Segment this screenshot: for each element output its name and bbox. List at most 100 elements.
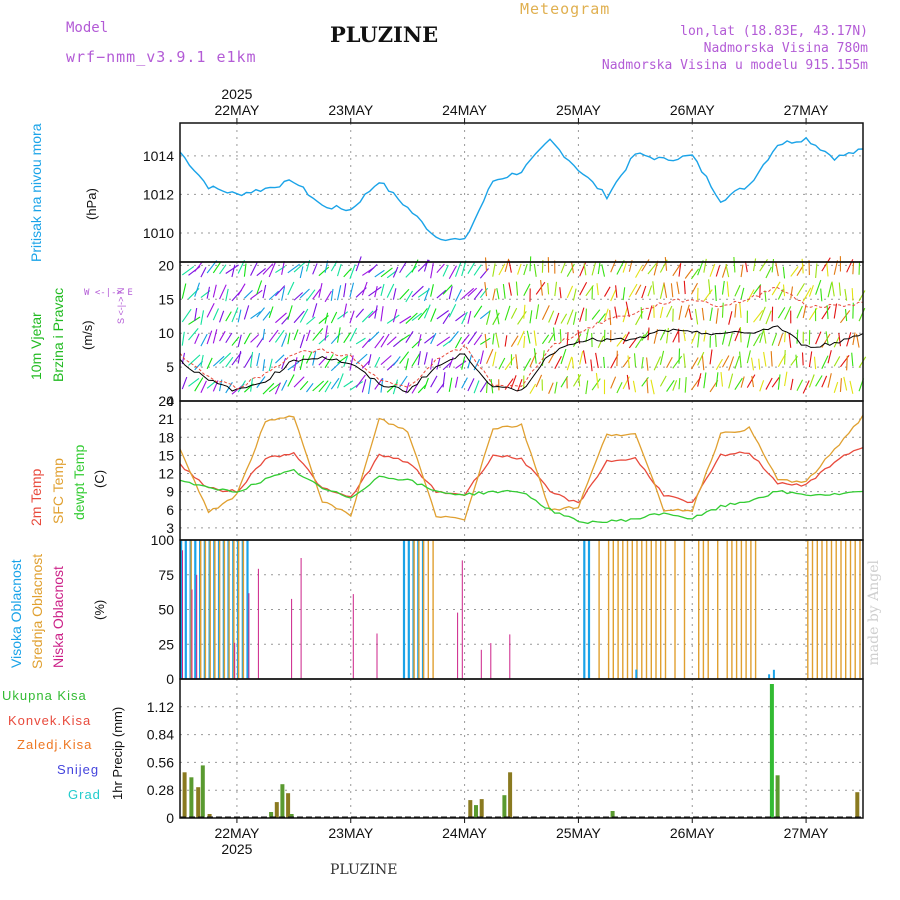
wind-arrow — [237, 350, 242, 364]
cloud-bar-mid — [854, 540, 856, 679]
wind-arrow — [361, 310, 374, 323]
wind-arrow — [684, 304, 690, 318]
cloud-bar-mid — [200, 540, 202, 679]
wind-arrow — [467, 331, 478, 345]
wind-arrow — [423, 352, 428, 365]
wind-arrow — [200, 380, 207, 393]
sfc-temp-line — [179, 414, 864, 521]
wind-arrow — [851, 288, 854, 301]
wind-arrow — [585, 328, 589, 343]
wind-arrow — [355, 256, 362, 272]
wind-arrow — [467, 262, 475, 275]
wind-arrow — [808, 374, 815, 388]
wind-arrow — [392, 266, 399, 278]
wind-arrow — [299, 380, 309, 391]
wind-arrow — [802, 380, 810, 394]
wind-arrow — [771, 281, 781, 296]
model-label: Model — [66, 20, 109, 36]
wind-arrow — [579, 307, 585, 322]
wind-arrow — [480, 337, 491, 345]
y-tick-label: 24 — [158, 393, 174, 409]
day-label-top: 23MAY — [328, 102, 374, 118]
wind-arrow — [529, 383, 537, 394]
wind-arrow — [826, 261, 829, 277]
day-label-bottom: 26MAY — [670, 825, 716, 841]
wind-arrow — [733, 256, 736, 273]
wind-arrow — [485, 380, 488, 394]
wind-arrow — [461, 356, 466, 370]
wind-arrow — [566, 285, 574, 299]
cloud-bar-mid — [826, 540, 828, 679]
wind-arrow — [751, 375, 755, 388]
wind-arrow — [306, 316, 316, 325]
cloud-bar-mid — [702, 540, 705, 679]
wind-arrow — [560, 313, 568, 324]
cloud-bar-mid — [717, 540, 719, 679]
wind-arrow — [188, 354, 201, 366]
wind-arrow — [194, 377, 204, 392]
wind-arrow — [392, 308, 398, 323]
cloud-bar-mid — [636, 540, 638, 679]
cloud-bar-low — [191, 589, 193, 679]
wind-arrow — [281, 334, 288, 347]
wind-arrow — [467, 378, 475, 392]
wind-arrow — [851, 352, 854, 367]
precip-bar — [479, 799, 484, 818]
precip-bar — [474, 805, 478, 818]
cloud-bar-high — [180, 540, 183, 679]
wind-arrow — [399, 315, 412, 324]
cloud-bar-mid — [707, 540, 709, 679]
wind-arrow — [349, 355, 354, 371]
wind-arrow — [585, 308, 587, 321]
wind-arrow — [709, 263, 716, 277]
wind-arrow — [827, 350, 832, 364]
cloud-bar-high — [587, 540, 591, 679]
wind-arrow — [740, 264, 744, 278]
wind-arrow — [492, 263, 496, 277]
wind-arrow — [647, 285, 653, 297]
wind-arrow — [560, 261, 567, 274]
wind-arrow — [405, 331, 414, 344]
wind-arrow — [386, 314, 400, 324]
wind-arrow — [721, 302, 724, 318]
wind-arrow — [559, 287, 562, 299]
wind-arrow — [784, 349, 786, 365]
cloud-bar-mid — [427, 540, 429, 679]
wind-arrow — [502, 284, 506, 299]
wind-arrow — [560, 348, 567, 365]
wind-arrow — [305, 351, 313, 364]
wind-arrow — [541, 334, 550, 345]
wind-arrow — [275, 312, 287, 324]
wind-arrow — [683, 280, 686, 295]
wind-arrow — [281, 260, 285, 275]
wind-arrow — [510, 335, 519, 347]
wind-arrow — [635, 265, 643, 278]
cloud-bar-high — [635, 669, 638, 679]
wind-arrow — [678, 263, 682, 277]
wind-arrow — [533, 330, 537, 346]
wind-arrow — [784, 371, 788, 387]
wind-arrow — [330, 361, 342, 372]
wind-arrow — [622, 331, 630, 345]
wind-arrow — [759, 258, 768, 272]
wind-arrow — [299, 355, 305, 370]
wind-arrow — [275, 285, 286, 297]
cloud-bar-mid — [735, 540, 738, 679]
wind-arrow — [632, 380, 637, 393]
wind-arrow — [281, 357, 287, 370]
wind-arrow — [181, 376, 188, 390]
wind-arrow — [690, 331, 697, 344]
wind-arrow — [746, 332, 751, 348]
precip-bar — [200, 765, 205, 818]
y-tick-label: 12 — [158, 466, 174, 482]
elevation-label: Nadmorska Visina 780m — [703, 41, 868, 56]
wind-arrow — [728, 332, 733, 347]
wind-arrow — [336, 263, 342, 277]
wind-arrow — [510, 307, 518, 319]
precip-legend-conv: Konvek.Kisa — [8, 713, 92, 728]
wind-arrow — [734, 303, 737, 318]
wind-arrow — [535, 374, 543, 388]
wind-arrow — [635, 334, 645, 349]
y-tick-label: 0 — [166, 393, 174, 409]
cloud-bar-high — [246, 540, 249, 679]
